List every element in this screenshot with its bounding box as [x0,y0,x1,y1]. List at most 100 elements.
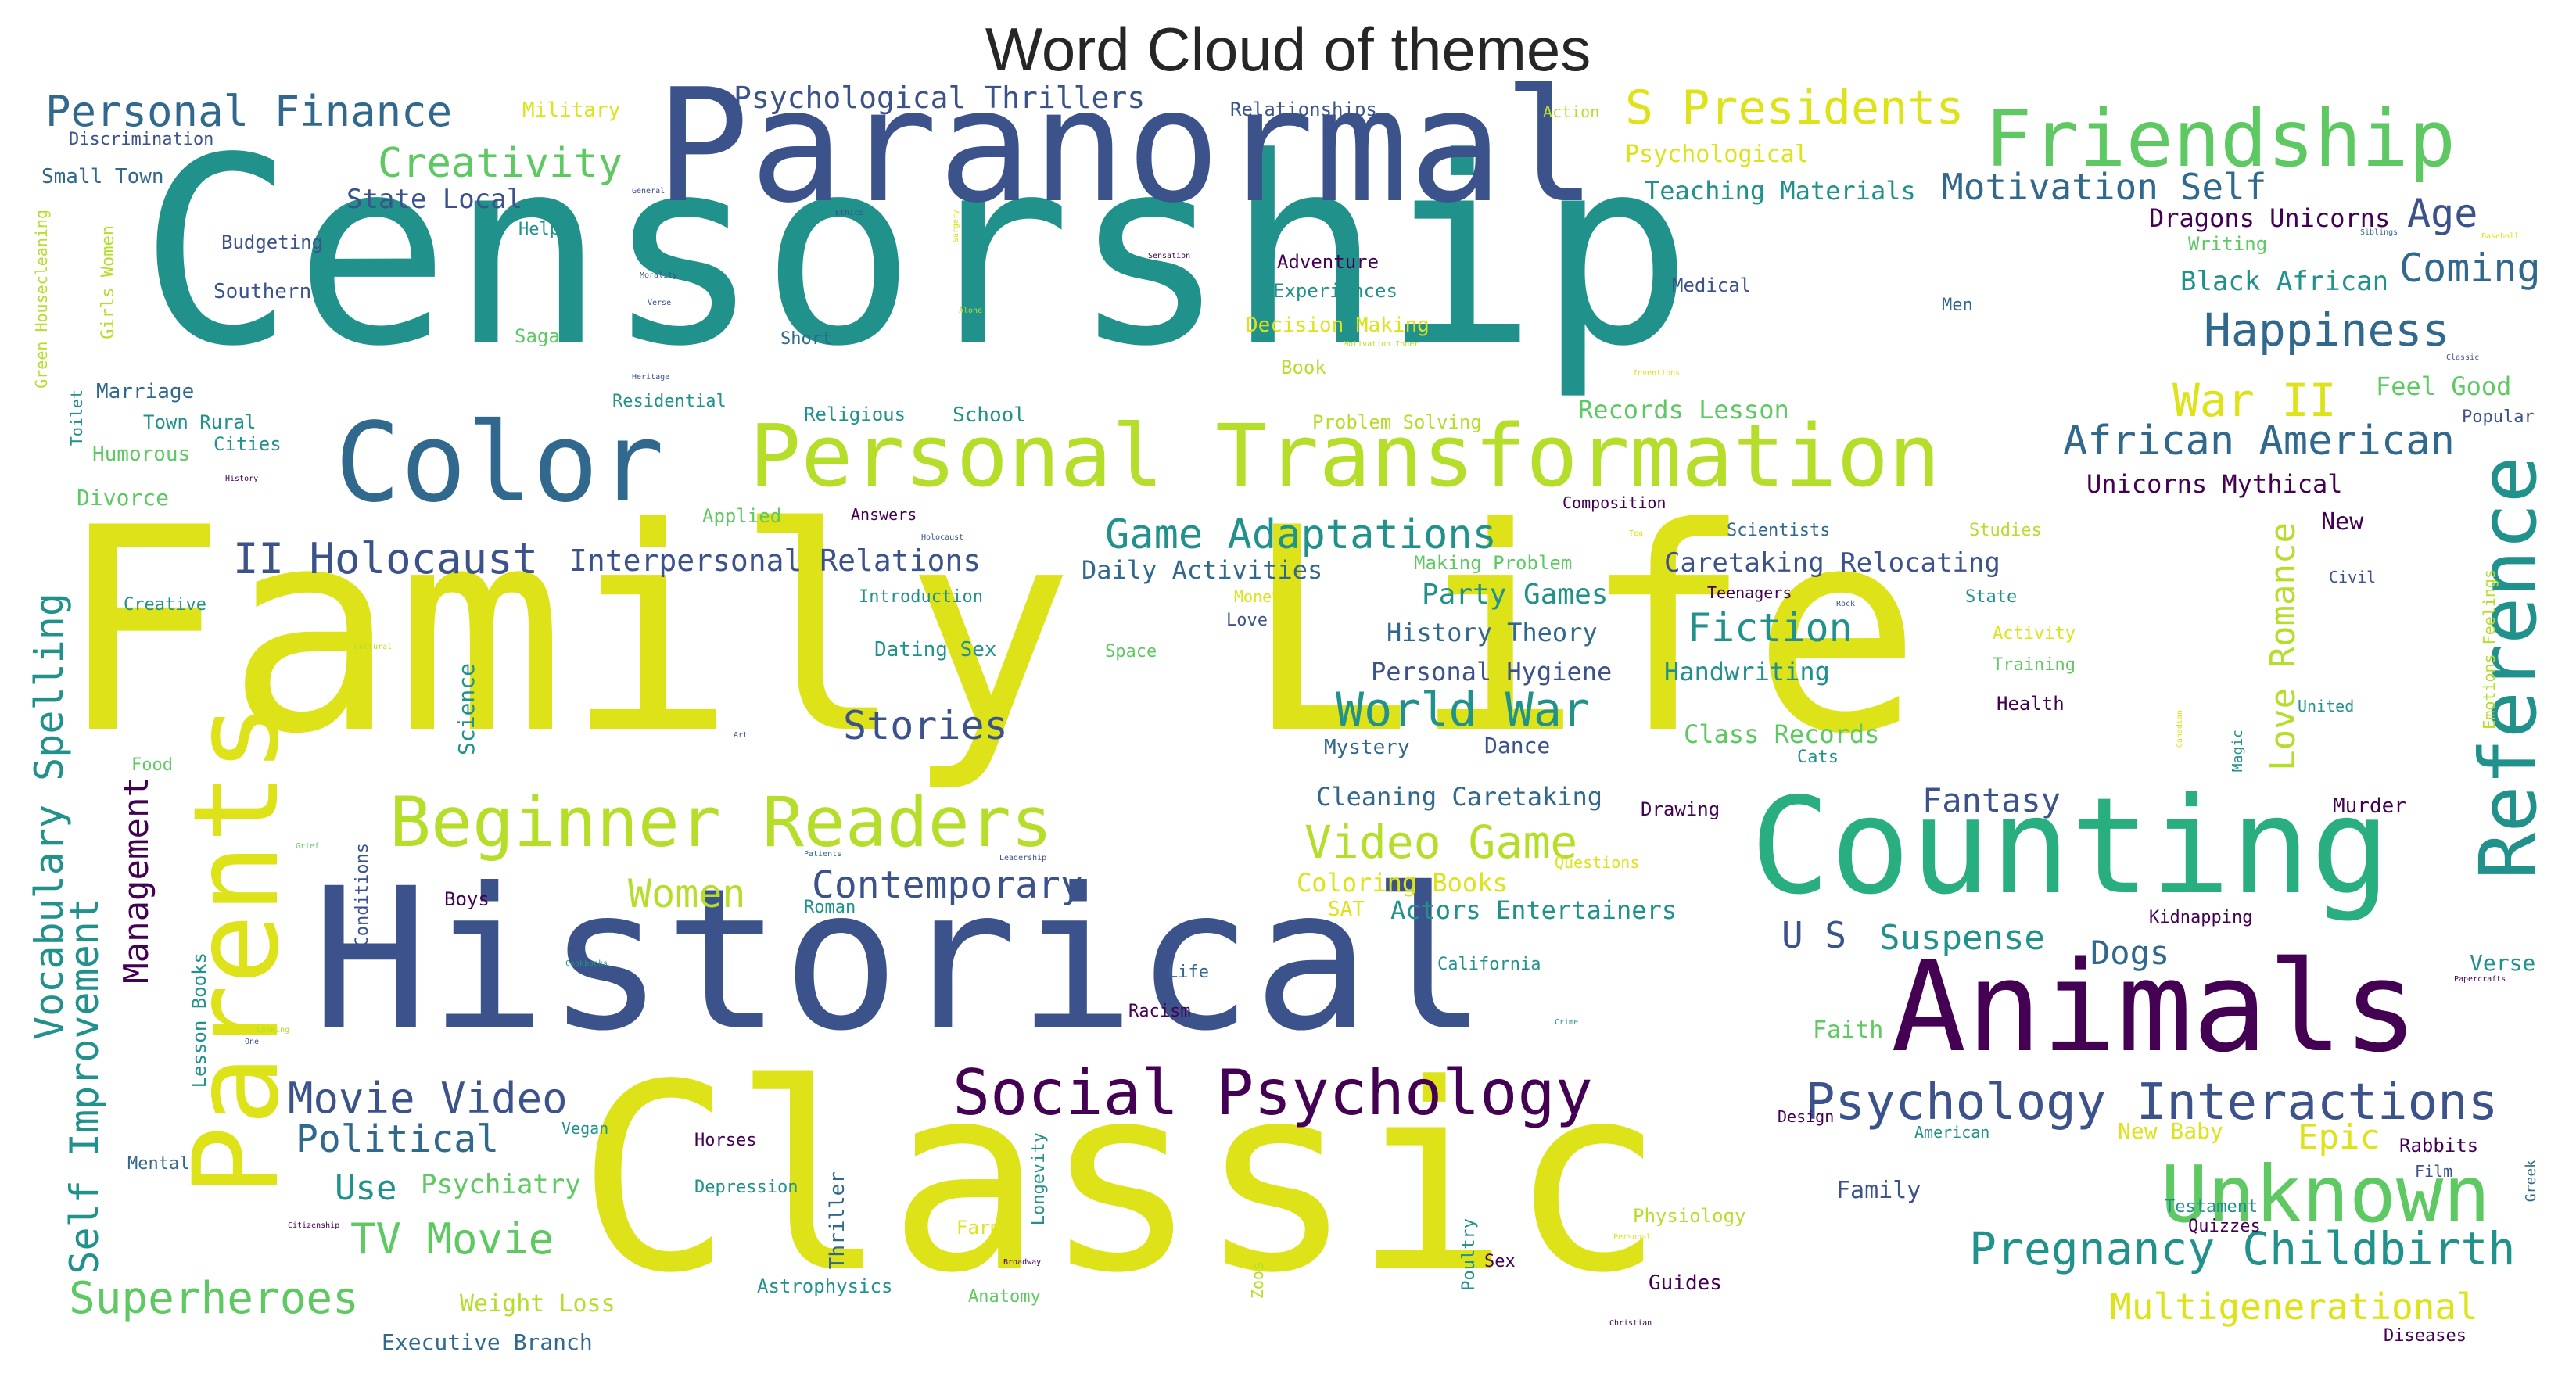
word-toilet: Toilet [67,389,86,446]
word-tea: Tea [1629,529,1644,538]
word-money: Money [1234,587,1282,606]
word-kidnapping: Kidnapping [2149,908,2253,927]
word-longevity: Longevity [1029,1132,1049,1226]
word-christian: Christian [1609,1319,1652,1328]
word-civil: Civil [2329,568,2377,586]
word-military: Military [522,99,621,122]
word-patients: Patients [804,850,842,859]
word-surgery: Surgery [952,210,960,243]
word-humorous: Humorous [92,443,191,466]
word-food: Food [131,755,173,775]
word-dogs: Dogs [2090,934,2170,972]
word-party-games: Party Games [1422,579,1609,611]
word-records-lesson: Records Lesson [1578,395,1789,425]
word-personal-transformation: Personal Transformation [749,406,1941,506]
word-scientists: Scientists [1727,521,1831,540]
word-s-presidents: S Presidents [1625,81,1964,135]
word-cookbooks: Cookbooks [565,959,608,968]
word-studies: Studies [1969,521,2042,540]
word-american: American [1914,1123,1990,1142]
word-self-improvement: Self Improvement [62,898,107,1275]
word-psychological-thrillers: Psychological Thrillers [734,81,1146,115]
word-greek: Greek [2523,1160,2539,1203]
word-actors-entertainers: Actors Entertainers [1390,895,1677,925]
word-women: Women [628,871,746,916]
word-teenagers: Teenagers [1707,583,1792,602]
word-dating-sex: Dating Sex [874,638,997,662]
word-lesson-books: Lesson Books [188,952,210,1088]
word-town-rural: Town Rural [143,411,257,433]
word-mental: Mental [127,1154,190,1174]
word-handwriting: Handwriting [1664,657,1830,687]
word-personal-finance: Personal Finance [45,87,453,136]
word-grief: Grief [296,842,320,851]
word-boys: Boys [444,888,490,910]
word-vegan: Vegan [561,1119,609,1138]
word-religious: Religious [804,403,906,425]
word-book: Book [1281,357,1326,378]
word-psychology-interactions: Psychology Interactions [1805,1074,2499,1131]
chart-title: Word Cloud of themes [985,15,1591,84]
word-world-war: World War [1336,683,1591,737]
word-ethics: Ethics [835,209,864,217]
word-history: History [225,475,259,483]
word-murder: Murder [2333,794,2406,818]
word-mystery: Mystery [1324,736,1410,759]
word-class-records: Class Records [1684,719,1880,749]
word-new: New [2321,508,2364,536]
word-one: One [245,1038,260,1046]
word-inventions: Inventions [1633,369,1681,378]
word-management: Management [117,776,156,984]
word-canadian: Canadian [2176,710,2184,748]
word-relationships: Relationships [1230,99,1377,120]
word-censorship: Censorship [139,102,1693,403]
word-design: Design [1778,1107,1835,1126]
word-teaching-materials: Teaching Materials [1645,176,1916,206]
word-social-psychology: Social Psychology [953,1056,1593,1129]
word-green-housecleaning: Green Housecleaning [32,210,51,389]
word-happiness: Happiness [2204,303,2450,357]
word-coming: Coming [2399,246,2541,291]
word-cooking: Cooking [257,1026,290,1035]
word-horses: Horses [694,1131,757,1150]
word-parents: Parents [169,702,305,1197]
word-suspense: Suspense [1879,918,2045,958]
word-caretaking-relocating: Caretaking Relocating [1664,547,2000,579]
word-unicorns-mythical: Unicorns Mythical [2086,469,2343,499]
word-psychological: Psychological [1625,141,1809,168]
word-short: Short [780,329,833,349]
word-love-romance: Love Romance [2263,522,2303,771]
word-saga: Saga [515,325,560,347]
word-depression: Depression [694,1178,798,1197]
word-rock: Rock [1836,600,1856,608]
word-classic: Classic [577,1029,1665,1329]
word-men: Men [1942,296,1973,315]
word-friendship: Friendship [1985,93,2456,185]
word-magic: Magic [2230,730,2246,773]
word-morality: Morality [640,271,678,280]
word-girls-women: Girls Women [99,225,118,339]
word-african-american: African American [2063,418,2455,464]
word-questions: Questions [1555,853,1640,872]
word-new-baby: New Baby [2118,1118,2223,1144]
word-tv-movie: TV Movie [350,1214,554,1264]
word-sat: SAT [1328,898,1365,921]
word-composition: Composition [1562,493,1667,512]
word-science: Science [454,663,479,756]
word-coloring-books: Coloring Books [1297,868,1508,898]
word-school: School [953,403,1026,427]
word-history-theory: History Theory [1387,618,1598,647]
word-war-ii: War II [2172,374,2337,427]
word-pregnancy-childbirth: Pregnancy Childbirth [1969,1222,2516,1275]
word-cleaning-caretaking: Cleaning Caretaking [1316,782,1603,812]
word-feel-good: Feel Good [2376,371,2512,401]
word-sex: Sex [1484,1252,1516,1271]
word-executive-branch: Executive Branch [382,1329,593,1355]
word-siblings: Siblings [2360,228,2398,237]
word-california: California [1437,955,1541,974]
word-cats: Cats [1797,748,1839,767]
word-interpersonal-relations: Interpersonal Relations [569,543,981,578]
word-cities: Cities [213,433,282,455]
word-film: Film [2415,1162,2453,1181]
word-thriller: Thriller [826,1171,849,1270]
